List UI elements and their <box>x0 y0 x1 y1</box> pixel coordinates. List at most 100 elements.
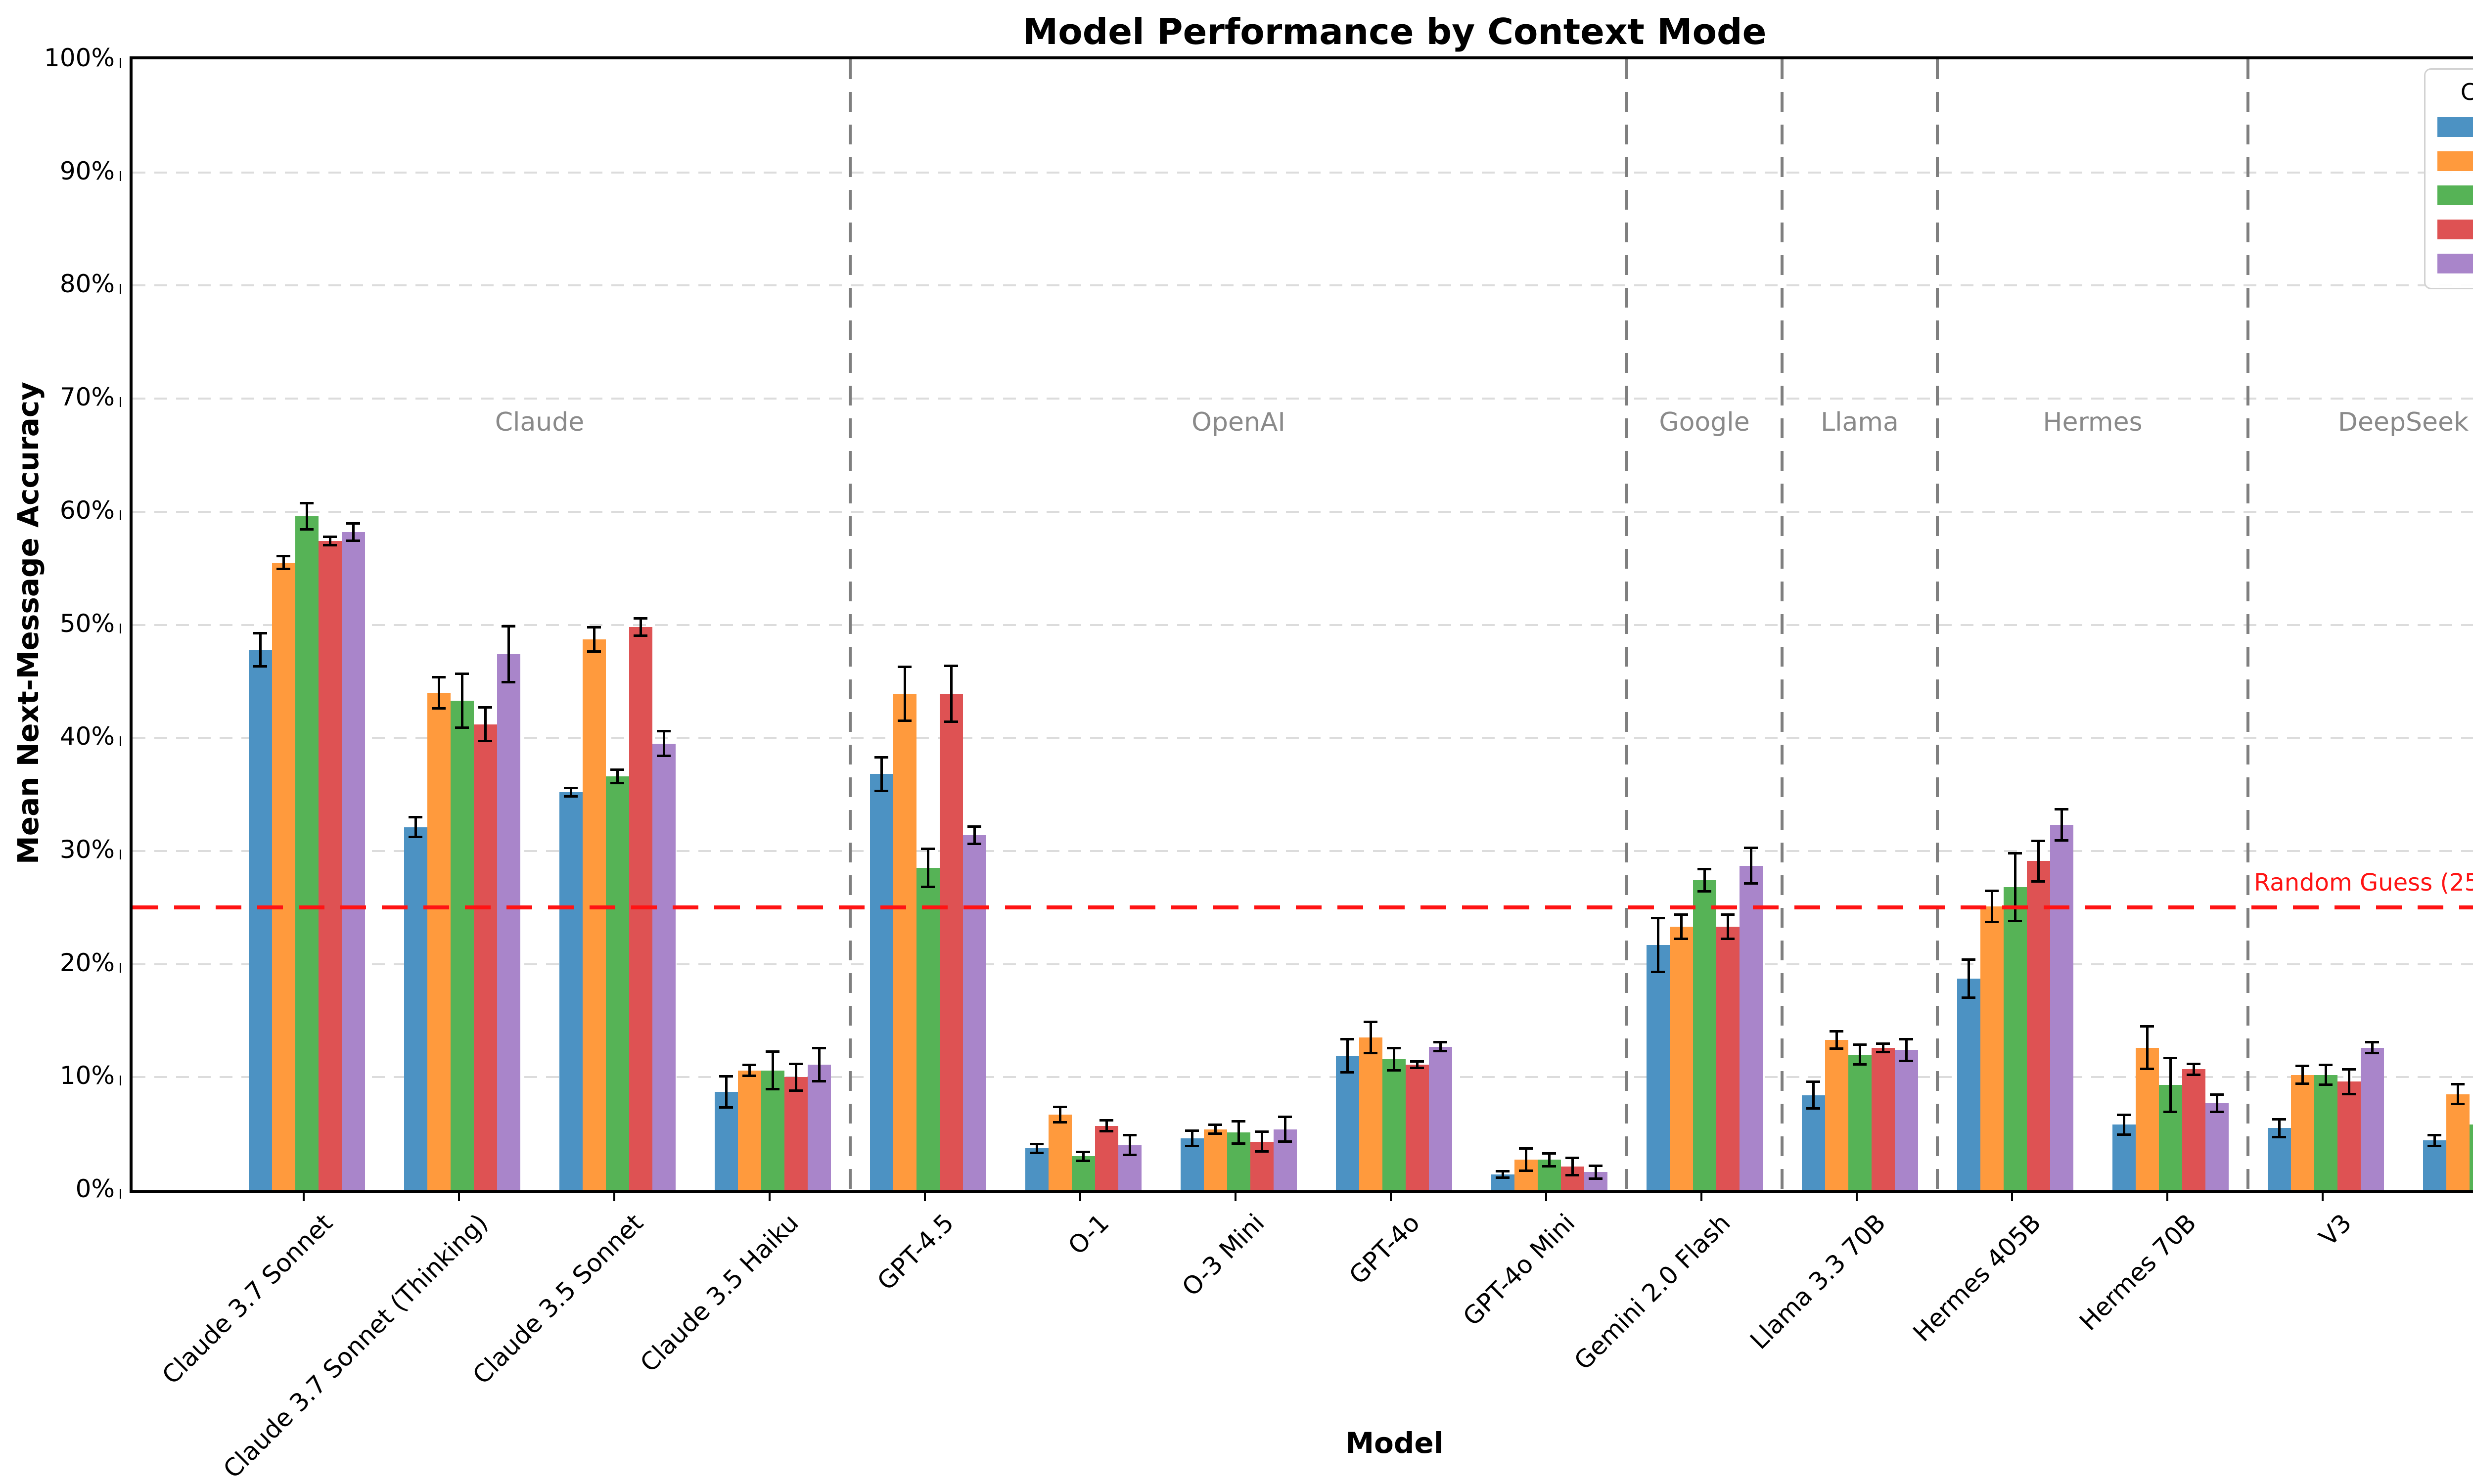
gridline <box>133 511 2473 513</box>
error-bar <box>1571 1158 1574 1176</box>
error-bar-cap <box>346 522 360 525</box>
error-bar <box>593 627 595 652</box>
error-bar <box>1284 1117 1286 1141</box>
error-bar-cap <box>874 790 888 792</box>
y-tick <box>120 850 121 859</box>
x-tick <box>1235 1190 1236 1201</box>
error-bar-cap <box>2055 839 2068 842</box>
bar <box>940 694 963 1190</box>
bar <box>2027 861 2050 1190</box>
y-tick-label: 100% <box>6 45 115 70</box>
bar <box>808 1065 831 1190</box>
error-bar <box>1727 914 1729 939</box>
bar <box>404 827 427 1190</box>
error-bar <box>725 1076 728 1108</box>
x-tick-label: Hermes 70B <box>2075 1209 2201 1336</box>
error-bar-cap <box>742 1064 756 1066</box>
error-bar-cap <box>1806 1080 1820 1083</box>
error-bar-cap <box>2055 808 2068 810</box>
error-bar-cap <box>2210 1093 2224 1096</box>
group-label: Claude <box>495 407 585 437</box>
bar <box>1025 1148 1049 1190</box>
x-tick <box>2322 1190 2324 1201</box>
bar <box>1693 880 1716 1190</box>
error-bar-cap <box>1255 1130 1269 1133</box>
error-bar-cap <box>300 528 314 531</box>
legend-item: 50 Raw <box>2437 148 2473 174</box>
error-bar-cap <box>1053 1121 1067 1124</box>
error-bar <box>1370 1022 1372 1053</box>
y-tick-label: 0% <box>6 1176 115 1201</box>
bar <box>1670 927 1693 1190</box>
error-bar-cap <box>1496 1170 1510 1172</box>
error-bar <box>1393 1048 1395 1071</box>
error-bar <box>306 503 308 530</box>
group-separator <box>1936 59 1939 1190</box>
bar <box>474 724 497 1190</box>
error-bar-cap <box>2163 1111 2177 1113</box>
error-bar-cap <box>2342 1093 2356 1095</box>
bar <box>2205 1103 2229 1190</box>
error-bar <box>1525 1148 1527 1171</box>
error-bar <box>1750 848 1752 884</box>
error-bar-cap <box>1589 1177 1603 1180</box>
x-tick <box>303 1190 305 1201</box>
error-bar-cap <box>2427 1134 2441 1136</box>
error-bar-cap <box>2187 1074 2200 1076</box>
x-tick-label: Hermes 405B <box>1908 1209 2046 1347</box>
bar <box>1848 1055 1872 1190</box>
error-bar-cap <box>346 540 360 542</box>
error-bar <box>352 523 355 541</box>
error-bar-cap <box>587 650 601 653</box>
error-bar <box>616 769 619 783</box>
x-tick-label: O-1 <box>1063 1209 1114 1259</box>
y-tick <box>120 1189 121 1199</box>
bar <box>583 639 606 1190</box>
y-tick <box>120 397 121 407</box>
bar <box>893 694 916 1190</box>
error-bar-cap <box>812 1047 826 1049</box>
error-bar-cap <box>742 1075 756 1077</box>
error-bar <box>461 674 463 728</box>
bar <box>1382 1059 1406 1190</box>
error-bar-cap <box>455 673 469 675</box>
error-bar-cap <box>478 706 492 709</box>
error-bar-cap <box>2365 1041 2379 1043</box>
bar <box>652 744 676 1190</box>
bar <box>427 693 451 1190</box>
legend-swatch <box>2437 185 2473 205</box>
y-tick <box>120 510 121 520</box>
error-bar-cap <box>1340 1071 1354 1074</box>
error-bar-cap <box>1123 1134 1137 1136</box>
bar <box>1049 1115 1072 1190</box>
legend-swatch <box>2437 220 2473 239</box>
error-bar-cap <box>1853 1043 1867 1046</box>
bar <box>2050 825 2073 1190</box>
error-bar-cap <box>944 720 958 723</box>
error-bar-cap <box>323 536 337 538</box>
error-bar-cap <box>1519 1147 1533 1150</box>
bar <box>1095 1126 1118 1190</box>
legend-rows: No Context50 Raw50 Summary100 Raw100 Sum… <box>2437 114 2473 276</box>
error-bar-cap <box>2140 1068 2154 1070</box>
error-bar <box>1595 1166 1597 1179</box>
error-bar-cap <box>1410 1060 1424 1063</box>
error-bar-cap <box>967 825 981 828</box>
x-tick <box>1079 1190 1081 1201</box>
error-bar-cap <box>1076 1151 1090 1153</box>
error-bar-cap <box>2272 1136 2286 1138</box>
error-bar <box>2014 853 2016 921</box>
error-bar-cap <box>323 544 337 546</box>
error-bar-cap <box>1387 1047 1401 1049</box>
bar <box>963 835 986 1190</box>
error-bar <box>2325 1065 2327 1085</box>
x-tick <box>1545 1190 1547 1201</box>
error-bar <box>2301 1066 2304 1084</box>
error-bar-cap <box>587 626 601 629</box>
y-tick <box>120 1076 121 1085</box>
error-bar-cap <box>789 1089 803 1092</box>
error-bar-cap <box>1519 1169 1533 1172</box>
legend-item: 100 Raw <box>2437 217 2473 242</box>
error-bar <box>927 849 929 887</box>
error-bar-cap <box>1278 1140 1292 1143</box>
